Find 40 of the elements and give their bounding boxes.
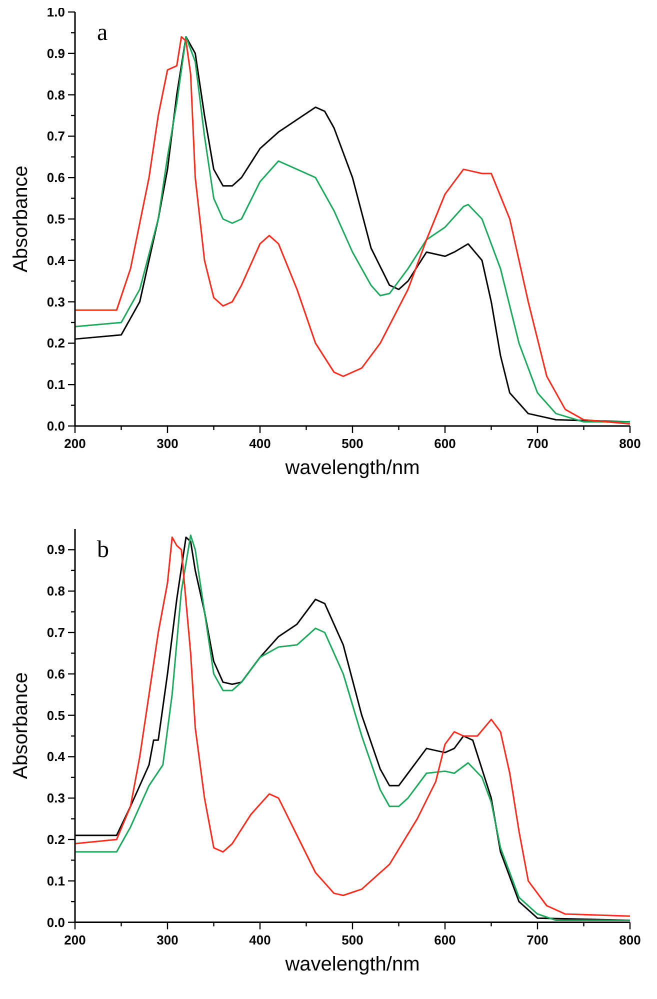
y-tick-label: 0.8 (46, 584, 65, 599)
x-tick-label: 600 (434, 436, 456, 451)
y-tick-label: 0.3 (46, 294, 65, 310)
y-tick-label: 0.3 (46, 790, 65, 806)
y-tick-label: 0.2 (46, 336, 65, 351)
x-axis-title: wavelength/nm (284, 953, 420, 976)
y-tick-label: 0.6 (46, 170, 65, 186)
y-tick-label: 0.7 (46, 625, 65, 640)
y-tick-label: 0.2 (46, 832, 65, 847)
x-tick-label: 300 (156, 932, 178, 948)
y-tick-label: 0.9 (46, 46, 65, 61)
x-tick-label: 600 (434, 932, 456, 948)
y-tick-label: 0.6 (46, 666, 65, 682)
y-tick-label: 0.7 (46, 128, 65, 144)
y-tick-label: 0.1 (46, 377, 65, 392)
annotation: a (97, 20, 108, 46)
x-tick-label: 200 (64, 436, 86, 451)
x-tick-label: 700 (526, 436, 548, 451)
y-axis-title: Absorbance (10, 672, 32, 780)
y-tick-label: 0.5 (46, 708, 65, 723)
x-tick-label: 200 (64, 932, 86, 948)
y-tick-label: 0.0 (46, 914, 65, 930)
x-tick-label: 500 (342, 436, 364, 451)
x-tick-label: 400 (249, 436, 271, 451)
x-tick-label: 700 (526, 932, 548, 948)
annotation: b (97, 537, 109, 563)
y-tick-label: 0.4 (46, 749, 66, 764)
y-axis-title: Absorbance (10, 166, 32, 272)
x-axis-title: wavelength/nm (284, 457, 420, 479)
y-tick-label: 0.8 (46, 87, 65, 102)
x-tick-label: 800 (619, 436, 641, 451)
y-tick-label: 0.5 (46, 212, 65, 226)
x-tick-label: 300 (156, 436, 178, 451)
x-tick-label: 400 (249, 932, 271, 948)
y-tick-label: 0.9 (46, 542, 65, 558)
y-tick-label: 0.0 (46, 418, 65, 434)
y-tick-label: 0.4 (46, 252, 66, 268)
y-tick-label: 0.1 (46, 873, 65, 888)
x-tick-label: 800 (619, 932, 641, 948)
x-tick-label: 500 (342, 932, 364, 948)
